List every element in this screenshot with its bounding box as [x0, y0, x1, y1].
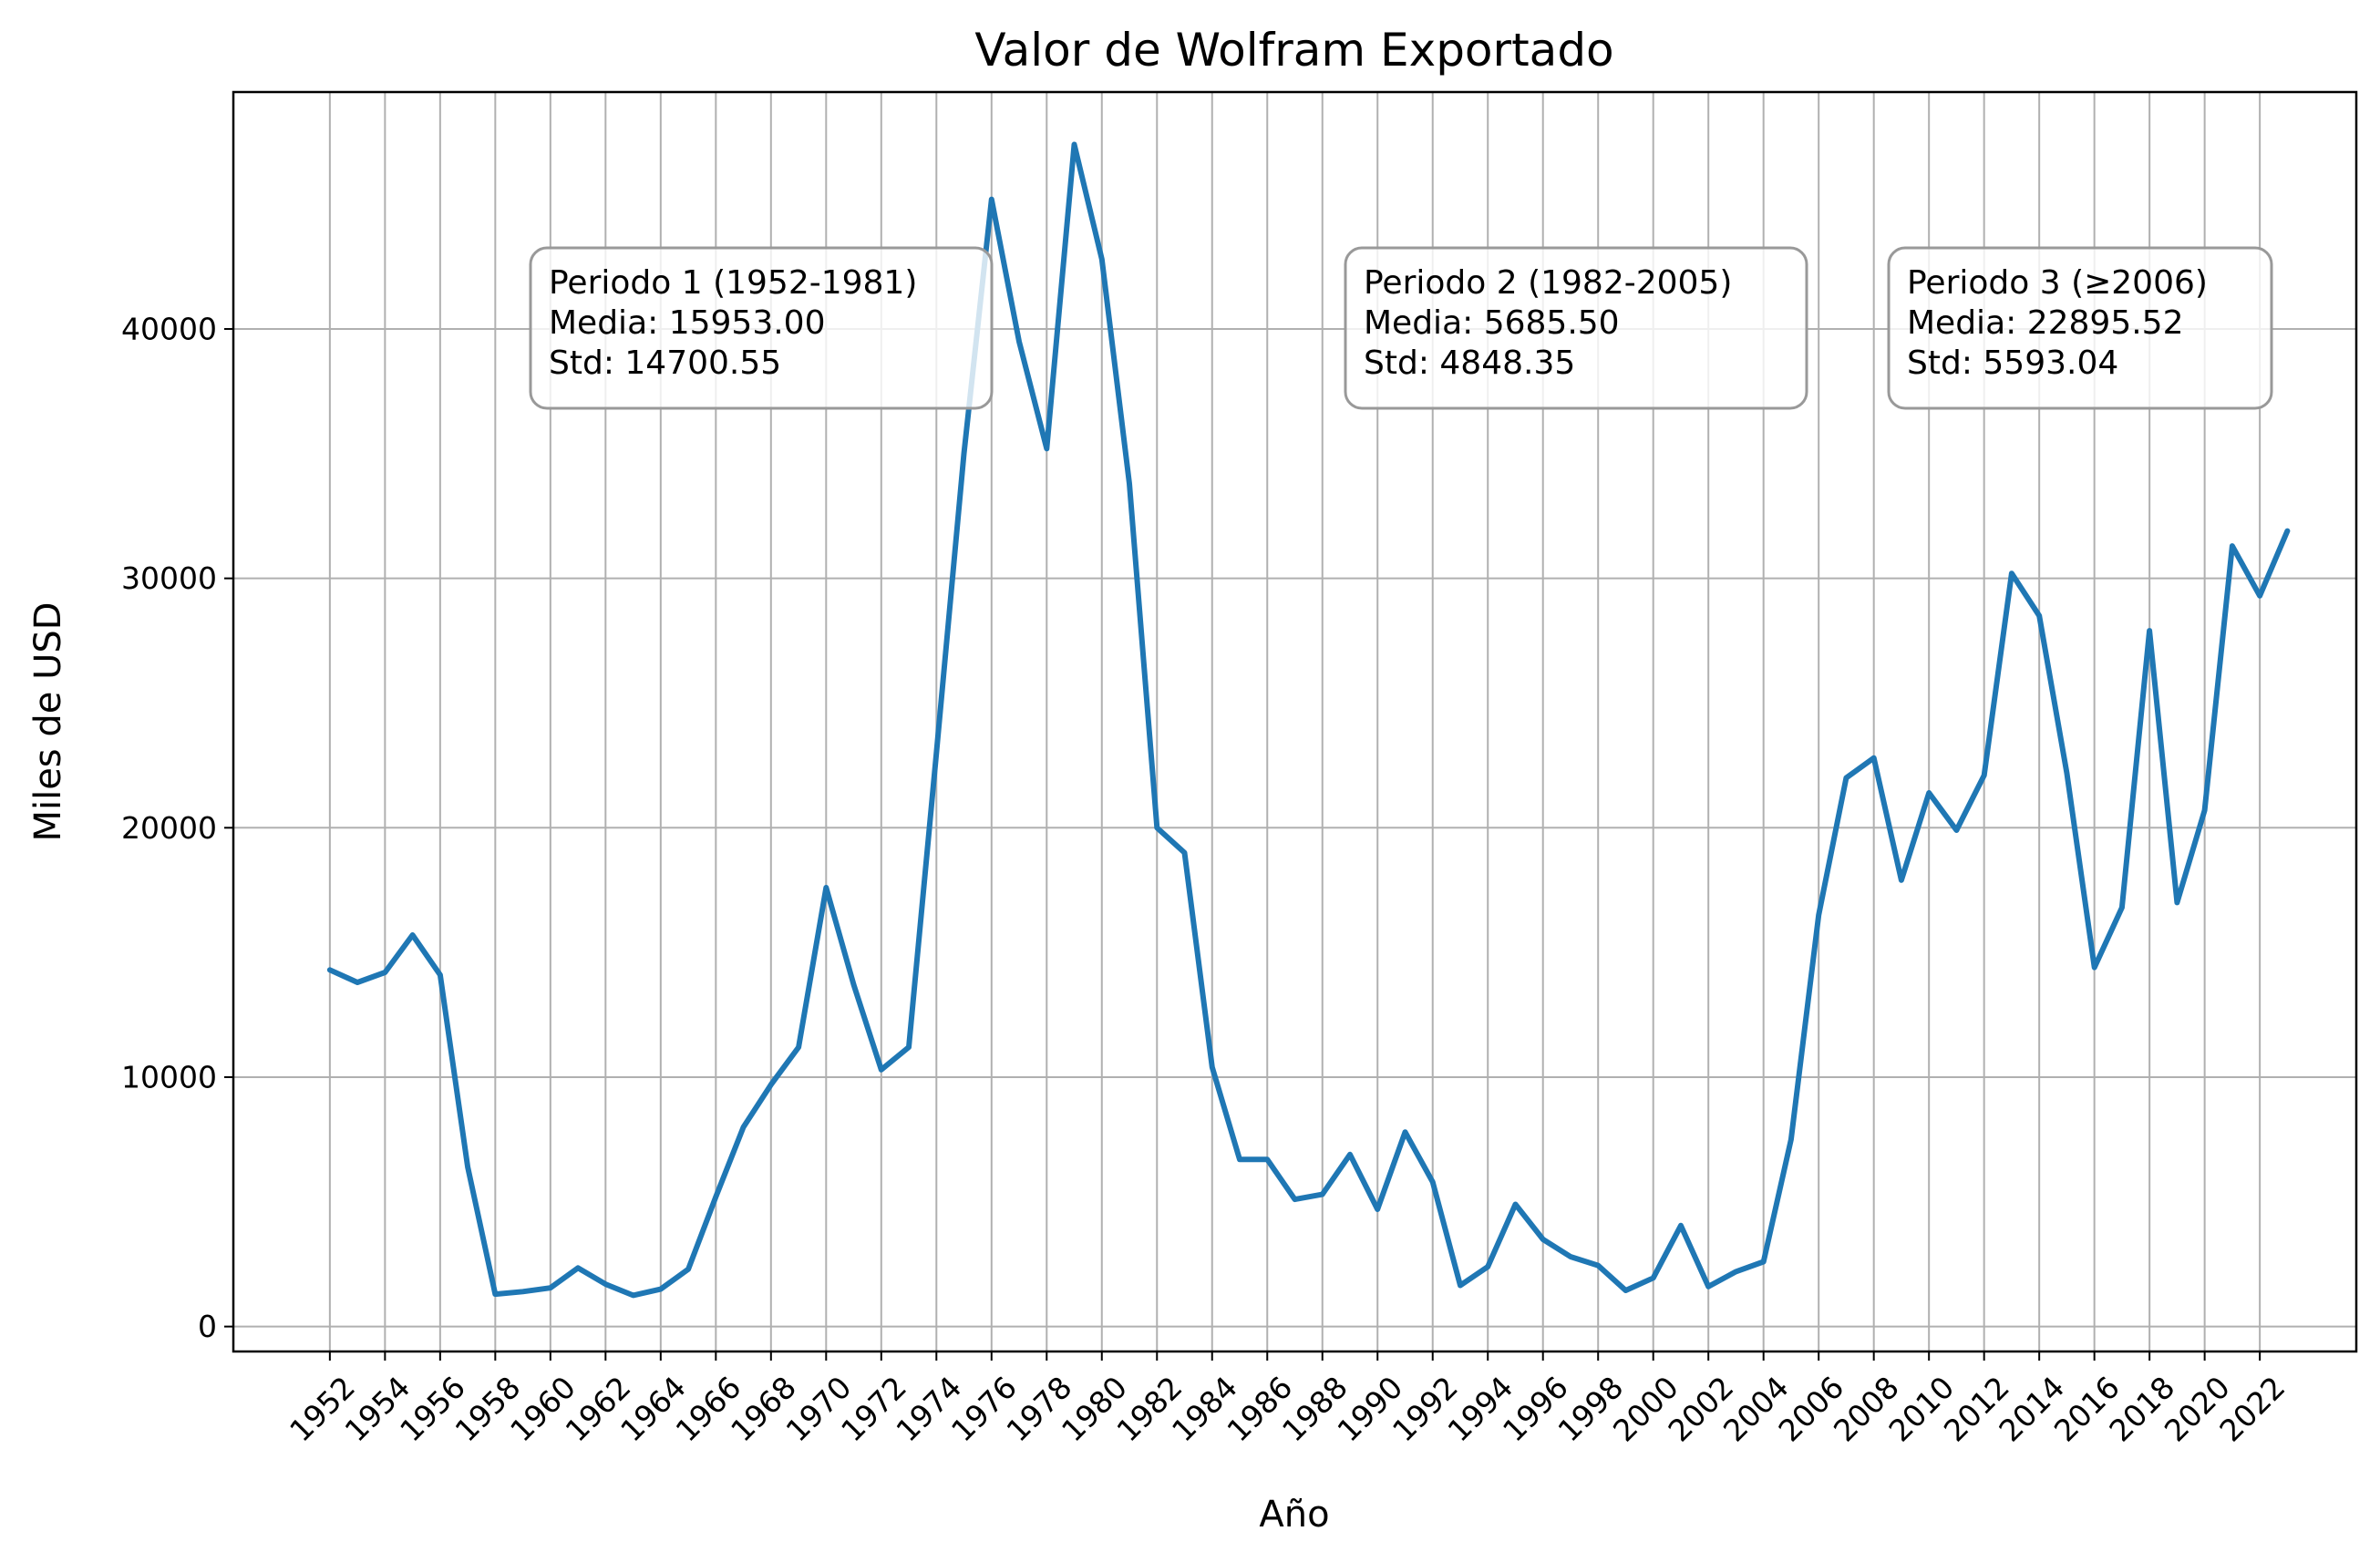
- annotation-line: Media: 5685.50: [1364, 304, 1620, 342]
- y-tick-label: 30000: [121, 560, 217, 596]
- annotation-frame: [529, 246, 994, 410]
- y-tick-label: 20000: [121, 810, 217, 846]
- annotation-box: Periodo 1 (1952-1981)Media: 15953.00Std:…: [529, 246, 994, 410]
- x-axis-label: Año: [1259, 1494, 1329, 1536]
- annotations: Periodo 1 (1952-1981)Media: 15953.00Std:…: [529, 246, 2273, 410]
- chart-title: Valor de Wolfram Exportado: [974, 24, 1613, 77]
- series-line: [326, 141, 2291, 1299]
- annotation-line: Std: 4848.35: [1364, 344, 1575, 382]
- annotation-box: Periodo 2 (1982-2005)Media: 5685.50Std: …: [1344, 246, 1808, 410]
- annotation-frame: [1887, 246, 2273, 410]
- series-layer: [326, 141, 2291, 1299]
- y-axis-label: Miles de USD: [27, 601, 69, 841]
- plot-frame: [232, 90, 2358, 1353]
- annotation-line: Media: 15953.00: [549, 304, 825, 342]
- y-tick-label: 0: [198, 1309, 217, 1344]
- y-tick-label: 40000: [121, 311, 217, 346]
- y-axis-ticks: 0 10000 20000 30000 40000: [121, 311, 233, 1344]
- y-tick-label: 10000: [121, 1059, 217, 1094]
- annotation-line: Std: 14700.55: [549, 344, 781, 382]
- annotation-line: Periodo 1 (1952-1981): [549, 264, 917, 302]
- annotation-line: Periodo 2 (1982-2005): [1364, 264, 1732, 302]
- annotation-line: Periodo 3 (≥2006): [1907, 264, 2208, 302]
- annotation-frame: [1344, 246, 1808, 410]
- annotation-line: Media: 22895.52: [1907, 304, 2183, 342]
- annotation-line: Std: 5593.04: [1907, 344, 2118, 382]
